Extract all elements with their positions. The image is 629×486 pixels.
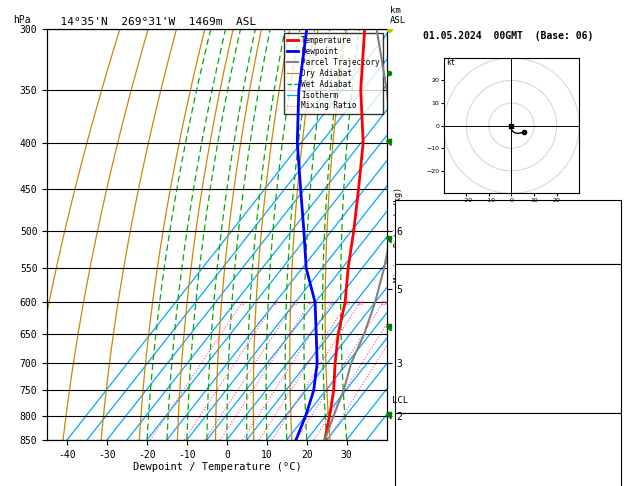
Text: 17.3: 17.3 [594,312,614,322]
Text: 3.32: 3.32 [594,248,614,258]
Text: 356: 356 [599,462,614,471]
Text: 6: 6 [330,300,333,306]
Text: 0: 0 [609,398,614,407]
Text: km
ASL: km ASL [390,6,406,25]
Text: Surface: Surface [491,270,525,279]
Text: © weatheronline.co.uk: © weatheronline.co.uk [459,429,557,438]
Text: 24.5: 24.5 [594,291,614,300]
X-axis label: Dewpoint / Temperature (°C): Dewpoint / Temperature (°C) [133,462,301,472]
Text: Most Unstable: Most Unstable [476,419,540,428]
Text: -4: -4 [604,355,614,364]
Text: 4: 4 [308,300,312,306]
Text: 25: 25 [410,300,418,306]
Text: K: K [402,206,407,215]
Text: CIN (J): CIN (J) [402,398,437,407]
Text: 20: 20 [396,300,404,306]
Text: 356: 356 [599,334,614,343]
Text: Dewp (°C): Dewp (°C) [402,312,447,322]
Text: 852: 852 [599,441,614,450]
FancyBboxPatch shape [395,413,621,486]
Text: 48: 48 [604,227,614,236]
Text: PW (cm): PW (cm) [402,248,437,258]
Text: 8: 8 [345,300,349,306]
Text: 983: 983 [599,377,614,385]
Text: 1: 1 [240,300,244,306]
Text: LCL: LCL [392,397,408,405]
Text: 2: 2 [273,300,277,306]
Text: 15: 15 [379,300,387,306]
Text: 3: 3 [293,300,297,306]
Legend: Temperature, Dewpoint, Parcel Trajectory, Dry Adiabat, Wet Adiabat, Isotherm, Mi: Temperature, Dewpoint, Parcel Trajectory… [284,33,383,114]
Text: Mixing Ratio (g/kg): Mixing Ratio (g/kg) [394,187,403,282]
FancyBboxPatch shape [395,200,621,263]
Text: θᴇ(K): θᴇ(K) [402,334,426,343]
Text: Temp (°C): Temp (°C) [402,291,447,300]
Text: kt: kt [446,58,455,67]
Text: 14°35'N  269°31'W  1469m  ASL: 14°35'N 269°31'W 1469m ASL [47,17,257,27]
Text: 10: 10 [356,300,364,306]
Text: 41: 41 [604,206,614,215]
Text: -4: -4 [604,484,614,486]
Text: CAPE (J): CAPE (J) [402,377,442,385]
Text: hPa: hPa [13,15,31,25]
FancyBboxPatch shape [395,263,621,413]
Text: θᴇ (K): θᴇ (K) [402,462,431,471]
Text: Totals Totals: Totals Totals [402,227,467,236]
Text: Pressure (mb): Pressure (mb) [402,441,467,450]
Text: Lifted Index: Lifted Index [402,355,462,364]
Text: 01.05.2024  00GMT  (Base: 06): 01.05.2024 00GMT (Base: 06) [423,31,593,41]
Text: Lifted Index: Lifted Index [402,484,462,486]
